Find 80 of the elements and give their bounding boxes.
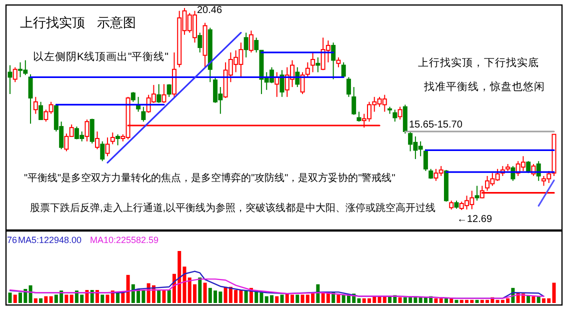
bar (121, 292, 125, 303)
annotation: 找准平衡线，惊盘也悠闲 (423, 80, 545, 93)
candlestick (28, 74, 33, 124)
bar (44, 296, 48, 303)
candlestick (346, 76, 351, 98)
bar (96, 290, 99, 303)
candlestick (162, 84, 166, 104)
candlestick (33, 96, 38, 114)
bar (126, 274, 130, 303)
candlestick (254, 37, 259, 53)
text: MA5:122948.00 (18, 235, 82, 245)
candlestick (356, 111, 362, 122)
annotation: "平衡线"是多空双方力量转化的焦点，是多空博弈的"攻防线"，是双方妥协的"警戒线" (24, 172, 396, 184)
candlestick (244, 32, 248, 58)
annotation: 上行找实顶，下行找实底 (418, 56, 539, 69)
bar (454, 300, 458, 303)
bar (198, 278, 202, 303)
candlestick (392, 109, 398, 122)
bar (64, 294, 68, 303)
bar (336, 294, 340, 303)
bar (450, 298, 454, 303)
candlestick (398, 106, 402, 120)
candlestick (8, 64, 12, 95)
bar (434, 298, 438, 303)
candlestick (100, 140, 105, 162)
bar (439, 298, 443, 303)
bar (34, 298, 38, 303)
candlestick (295, 66, 300, 88)
text: MA10:225582.59 (90, 235, 159, 245)
annotation: 以左侧阴K线顶画出"平衡线" (33, 50, 169, 63)
bar (296, 294, 300, 303)
bar (116, 292, 120, 303)
candlestick (105, 136, 110, 157)
bar (49, 296, 53, 303)
annotation: ←12.69 (457, 214, 492, 225)
candlestick (156, 84, 162, 104)
candlestick (352, 86, 356, 116)
text: 上行找实顶 (20, 15, 85, 30)
bar (167, 290, 171, 303)
annotation: 20.46 (197, 5, 222, 16)
candlestick (198, 32, 202, 53)
candlestick (310, 52, 316, 73)
candlestick (166, 84, 172, 98)
candlestick (141, 106, 146, 122)
candlestick (12, 66, 18, 83)
candlestick (130, 91, 136, 102)
annotation: 股票下跌后反弹,走入上行通道,以平衡线为参照，突破该线都是中大阳、涨停或跳空高开过线 (30, 202, 436, 214)
candlestick (90, 118, 94, 144)
bar (444, 298, 448, 303)
bar (275, 296, 279, 303)
candlestick (428, 168, 434, 180)
bar (28, 285, 32, 303)
candlestick (474, 185, 480, 202)
bar (398, 297, 402, 303)
bar (70, 294, 74, 303)
bar (13, 294, 17, 303)
candlestick (38, 101, 44, 120)
bar (532, 296, 536, 303)
candlestick (336, 56, 341, 68)
candlestick (248, 30, 254, 53)
bar (244, 290, 248, 303)
bar (85, 290, 89, 303)
candlestick (110, 132, 115, 145)
candlestick (95, 130, 100, 150)
bar (475, 300, 479, 303)
bar (90, 290, 94, 303)
candlestick (84, 119, 90, 142)
bar (157, 290, 161, 303)
bar (100, 294, 104, 303)
annotation: 15.65-15.70 (409, 120, 463, 131)
candlestick (116, 134, 120, 146)
candlestick (316, 56, 320, 73)
candlestick (331, 42, 336, 80)
bar (39, 298, 43, 303)
text: 76 (7, 235, 18, 245)
text: 示意图 (97, 15, 136, 30)
candlestick (423, 148, 428, 172)
bar (203, 282, 207, 303)
candlestick (341, 62, 346, 78)
bar (162, 290, 166, 303)
